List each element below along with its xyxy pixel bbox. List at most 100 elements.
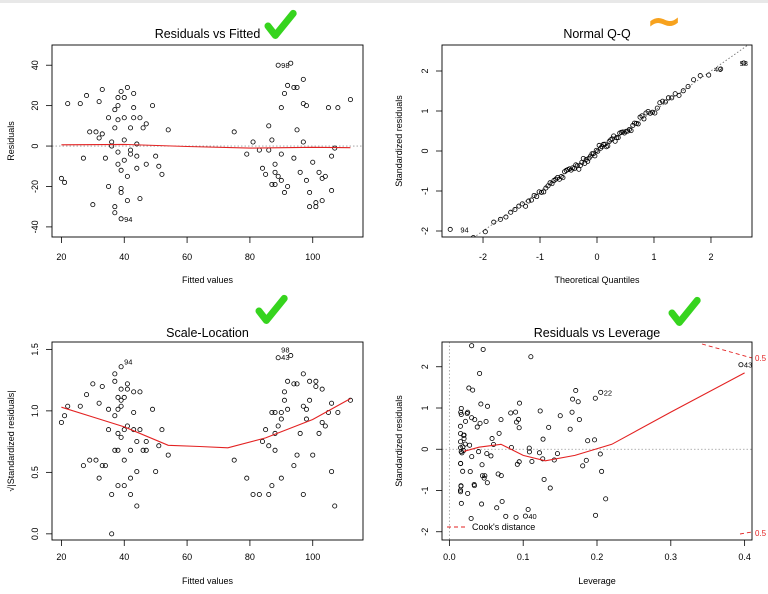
data-point (508, 410, 514, 416)
data-point (165, 452, 171, 458)
data-point (522, 513, 528, 519)
data-point (294, 452, 300, 458)
data-point (115, 95, 121, 101)
data-point (654, 105, 660, 111)
data-point (115, 430, 121, 436)
data-point (516, 400, 522, 406)
data-point (494, 505, 500, 511)
data-point (303, 177, 309, 183)
check-mark-icon (668, 296, 701, 326)
smoother-line (463, 372, 745, 462)
data-point (131, 105, 137, 111)
panel-residuals-vs-fitted: Residuals vs Fitted Fitted values Residual… (6, 27, 364, 285)
point-label: 22 (604, 388, 612, 397)
data-point (156, 443, 162, 449)
point-label: 40 (528, 512, 536, 521)
data-point (319, 386, 325, 392)
data-point (335, 105, 341, 111)
data-point (660, 98, 666, 104)
data-point (266, 491, 272, 497)
y-tick-label: 2 (420, 68, 430, 73)
data-point (303, 416, 309, 422)
data-point (540, 456, 546, 462)
cooks-contour-upper (701, 343, 752, 359)
data-point (468, 516, 474, 522)
data-point (538, 189, 544, 195)
y-axis-label: √|Standardized residuals| (6, 390, 16, 491)
data-point (499, 499, 505, 505)
data-point (124, 381, 130, 387)
data-point (294, 84, 300, 90)
panel-scale-location: Scale-Location Fitted values √|Standardize… (6, 326, 364, 586)
data-point (118, 364, 124, 370)
data-point (457, 423, 463, 429)
data-point (115, 161, 121, 167)
data-point (112, 378, 118, 384)
data-point (134, 438, 140, 444)
data-point (597, 451, 603, 457)
data-point (96, 475, 102, 481)
data-point (580, 463, 586, 469)
x-tick-label: 100 (305, 252, 320, 262)
data-point (488, 453, 494, 459)
data-point (269, 483, 275, 489)
data-point (310, 159, 316, 165)
x-tick-label: -2 (479, 252, 487, 262)
x-tick-label: 0.4 (738, 552, 751, 562)
x-tick-label: 40 (119, 252, 129, 262)
data-point (62, 179, 68, 185)
data-point (272, 447, 278, 453)
x-tick-label: 20 (56, 252, 66, 262)
data-point (498, 473, 504, 479)
plot-area (442, 342, 752, 540)
cooks-contour-label-lower: 0.5 (755, 529, 767, 538)
data-point (595, 148, 601, 154)
data-point (128, 147, 134, 153)
data-point (285, 183, 291, 189)
point-label: 94 (124, 358, 132, 367)
y-tick-label: -1 (420, 486, 430, 494)
data-point (131, 389, 137, 395)
data-point (109, 139, 115, 145)
data-point (121, 115, 127, 121)
data-point (124, 198, 130, 204)
data-point (278, 475, 284, 481)
data-point (65, 403, 71, 409)
data-point (470, 235, 476, 237)
data-point (58, 419, 64, 425)
data-point (513, 514, 519, 520)
data-point (272, 409, 278, 415)
data-point (96, 135, 102, 141)
data-point (307, 378, 313, 384)
data-point (479, 462, 485, 468)
data-point (497, 216, 503, 222)
data-point (250, 139, 256, 145)
data-point (118, 386, 124, 392)
data-point (291, 463, 297, 469)
data-point (266, 147, 272, 153)
data-point (281, 397, 287, 403)
point-label: 98 (740, 59, 748, 68)
data-point (131, 115, 137, 121)
y-tick-label: -1 (420, 187, 430, 195)
data-point (516, 203, 522, 209)
data-point (300, 76, 306, 82)
data-point (458, 449, 464, 455)
data-point (657, 100, 663, 106)
data-point (121, 457, 127, 463)
data-point (96, 99, 102, 105)
data-point (691, 77, 697, 83)
panel-title: Residuals vs Fitted (155, 27, 261, 41)
data-point (278, 409, 284, 415)
data-point (319, 198, 325, 204)
plot-frame (441, 341, 753, 541)
data-point (519, 201, 525, 207)
data-point (458, 439, 464, 445)
data-point (263, 171, 269, 177)
data-point (153, 153, 159, 159)
data-point (741, 60, 747, 66)
data-point (592, 153, 598, 159)
data-point (294, 127, 300, 133)
x-tick-label: 2 (708, 252, 713, 262)
data-point (615, 135, 621, 141)
